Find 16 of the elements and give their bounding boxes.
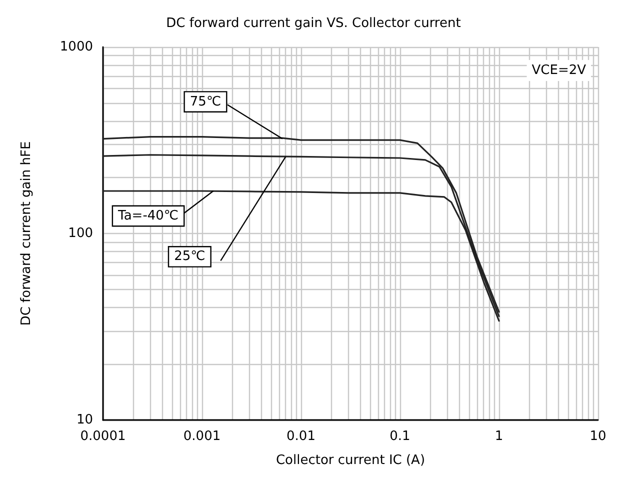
y-tick-label: 1000 [60, 40, 93, 54]
x-axis-title: Collector current IC (A) [276, 453, 426, 468]
x-tick-label: 10 [590, 429, 606, 444]
x-tick-label: 0.1 [390, 429, 410, 444]
x-tick-label: 0.01 [286, 429, 316, 444]
y-axis-title: DC forward current gain hFE [19, 141, 34, 326]
annotation: 75℃ [190, 94, 222, 110]
y-tick-label: 10 [76, 412, 93, 428]
x-tick-label: 0.0001 [80, 429, 126, 444]
annotation: 25℃ [174, 249, 206, 264]
annotation: Ta=-40℃ [117, 208, 179, 224]
chart-title: DC forward current gain VS. Collector current [166, 16, 461, 31]
annotation: VCE=2V [532, 63, 586, 78]
x-tick-label: 1 [494, 429, 504, 444]
y-tick-label: 100 [68, 226, 93, 241]
x-tick-label: 0.001 [183, 429, 221, 444]
